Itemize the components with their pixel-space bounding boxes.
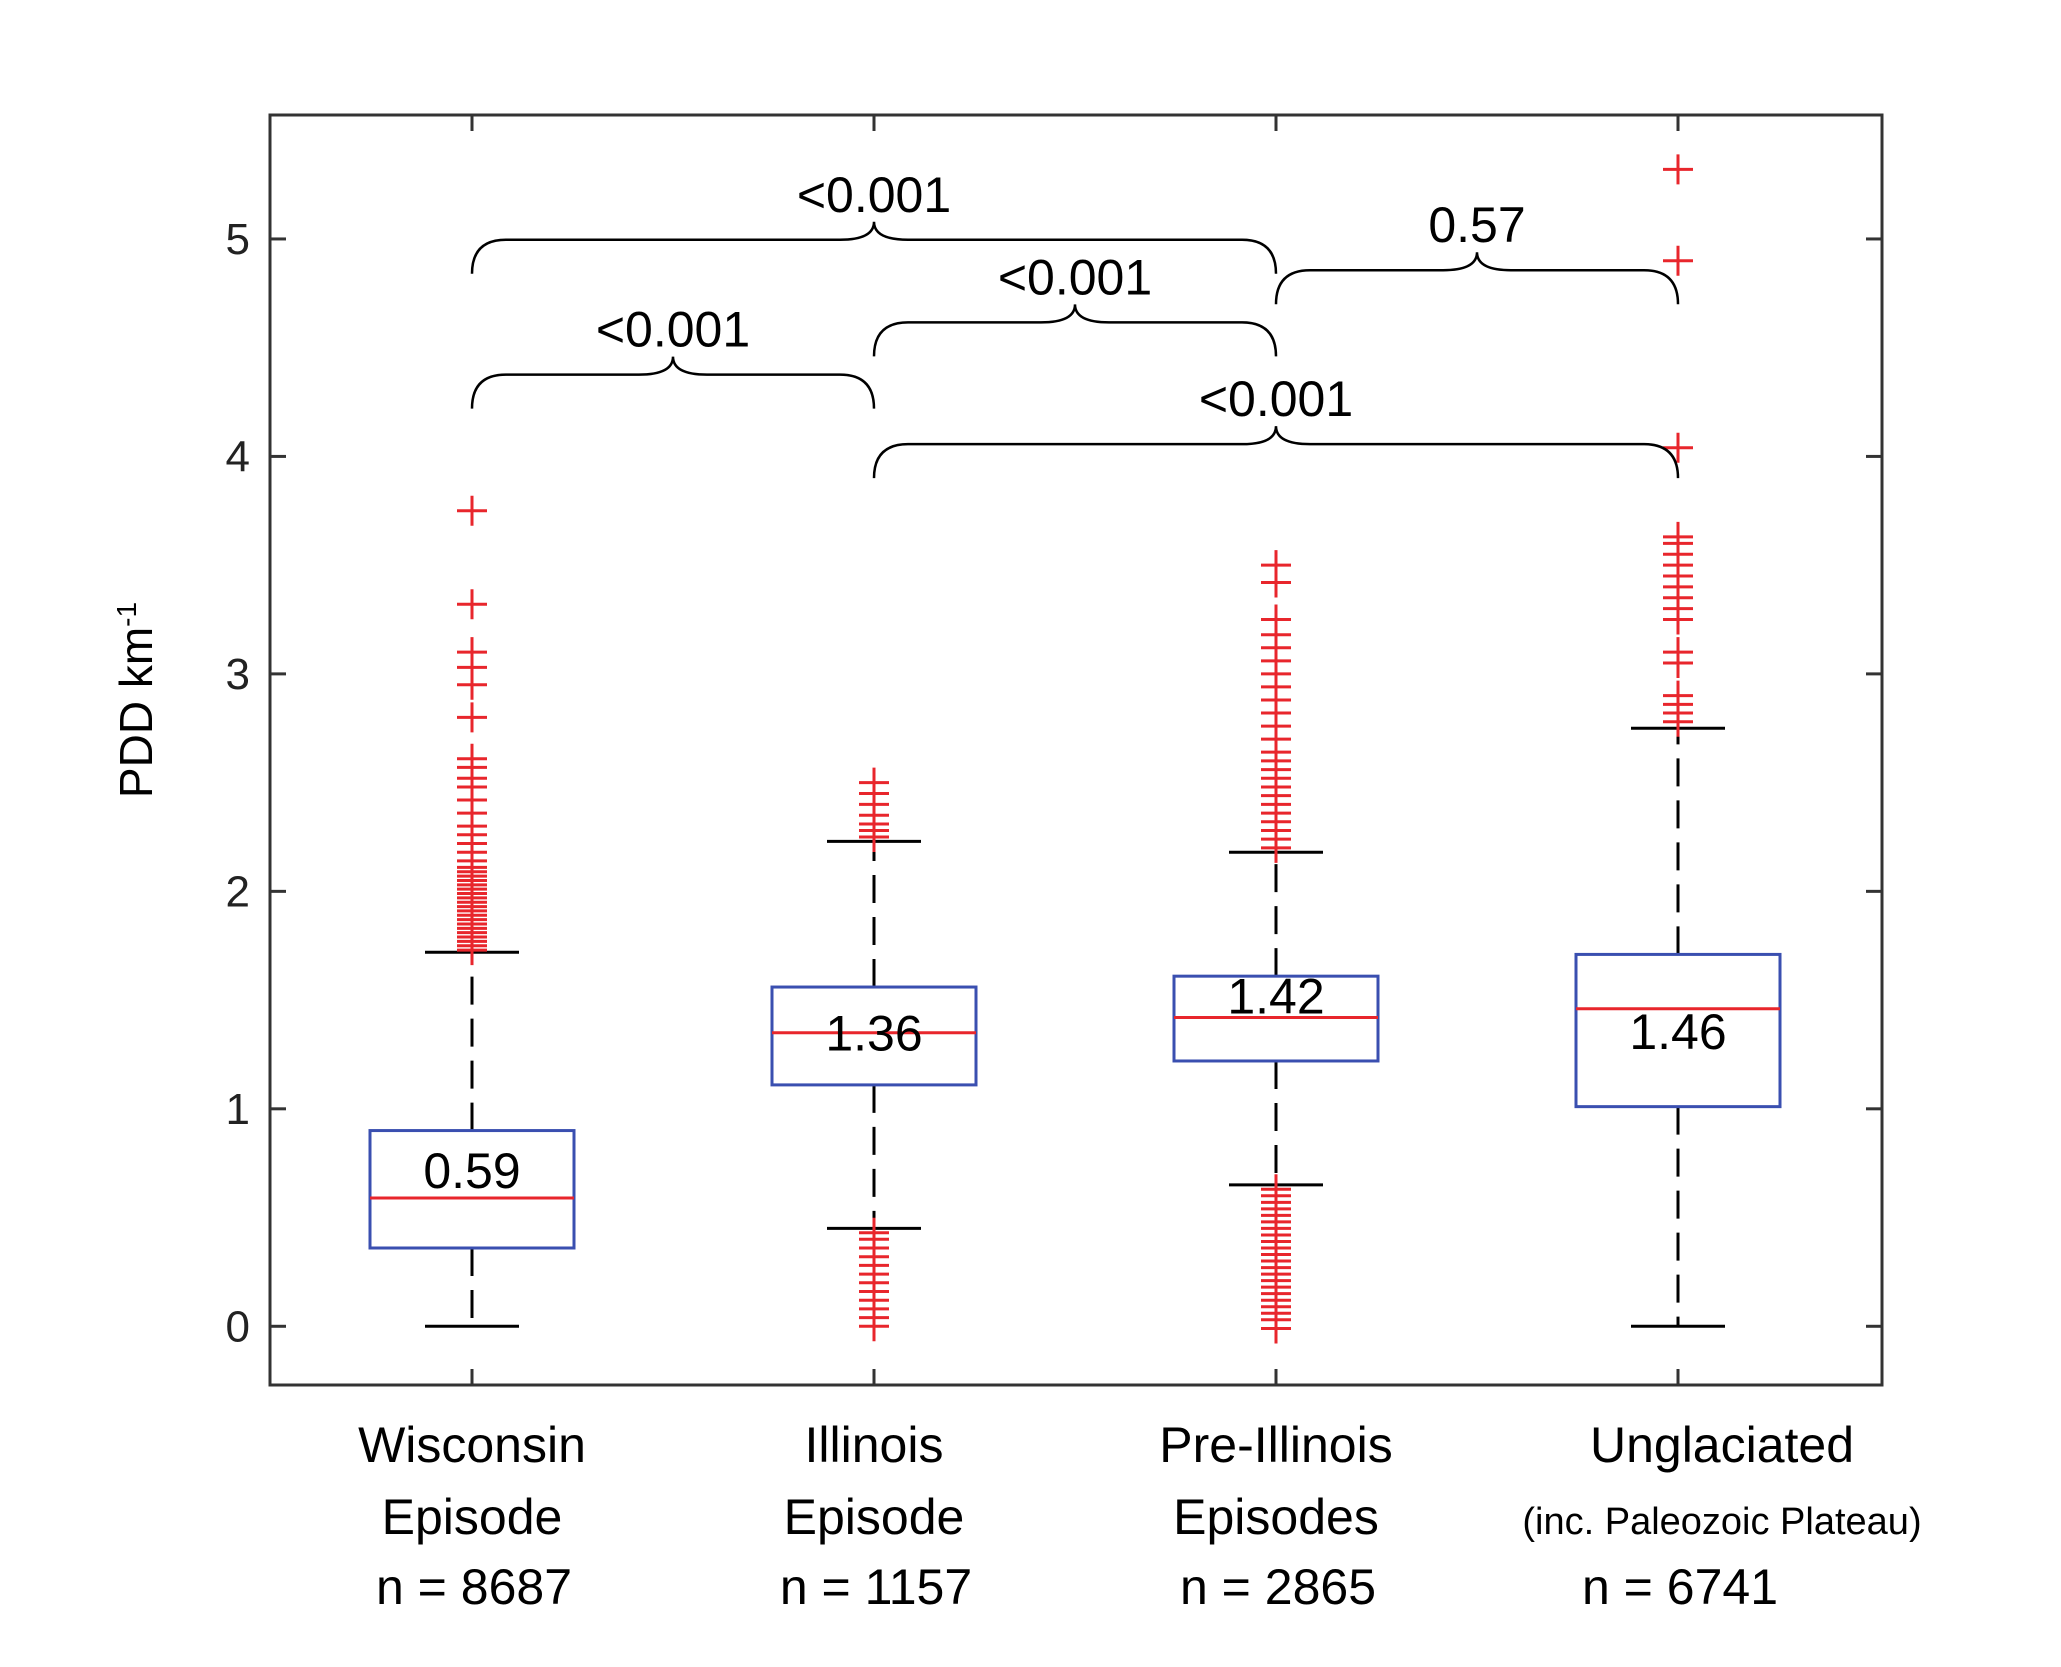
y-tick-label: 3 xyxy=(226,650,250,699)
outlier-point xyxy=(457,743,487,774)
iqr-box xyxy=(368,1129,576,1250)
category-label: Unglaciated xyxy=(1590,1417,1854,1473)
category-label: Episodes xyxy=(1173,1489,1379,1545)
outlier-point xyxy=(457,495,487,526)
sample-size-label: n = 8687 xyxy=(376,1559,572,1615)
comparison-brace xyxy=(470,221,1278,274)
y-tick-label: 1 xyxy=(226,1085,250,1134)
outlier-point xyxy=(1261,550,1291,581)
outlier-point xyxy=(1663,521,1693,552)
box-group: 0.59 Wisconsin Episode n = 8687 xyxy=(358,495,586,1615)
comparison-p-value: <0.001 xyxy=(596,302,750,358)
iqr-box xyxy=(1574,952,1782,1109)
y-tick-label: 0 xyxy=(226,1302,250,1351)
comparison-brace xyxy=(1274,252,1680,305)
outlier-point xyxy=(1663,154,1693,185)
outlier-point xyxy=(1663,680,1693,711)
y-axis-label: PDD km-1 xyxy=(110,602,162,798)
comparison-p-value: <0.001 xyxy=(797,167,951,223)
comparison-p-value: <0.001 xyxy=(998,249,1152,305)
median-value-label: 0.59 xyxy=(423,1143,520,1199)
box-group: 1.42 Pre-Illinois Episodes n = 2865 xyxy=(1159,550,1393,1615)
outlier-point xyxy=(1261,604,1291,635)
outlier-point xyxy=(1663,245,1693,276)
y-tick-label: 4 xyxy=(226,432,250,481)
comparison-brace xyxy=(872,304,1278,357)
median-value-label: 1.46 xyxy=(1629,1004,1726,1060)
category-sublabel: (inc. Paleozoic Plateau) xyxy=(1522,1501,1921,1543)
outlier-point xyxy=(457,589,487,620)
comparison-p-value: 0.57 xyxy=(1428,197,1525,253)
outlier-point xyxy=(457,702,487,733)
sample-size-label: n = 1157 xyxy=(780,1559,972,1615)
comparison-brace xyxy=(470,356,876,409)
box-group: 1.46 Unglaciated (inc. Paleozoic Plateau) n… xyxy=(1522,154,1922,1615)
category-label: Illinois xyxy=(805,1417,944,1473)
axes-frame xyxy=(268,113,1884,1387)
outlier-point xyxy=(1663,432,1693,463)
sample-size-label: n = 6741 xyxy=(1582,1559,1778,1615)
plot-marks: 0.59 Wisconsin Episode n = 8687 1.36 Illinois… xyxy=(358,154,1922,1615)
outlier-point xyxy=(859,767,889,798)
y-tick-label: 5 xyxy=(226,215,250,264)
y-tick-label: 2 xyxy=(226,867,250,916)
axis-ticks: 0 1 2 3 4 5 xyxy=(226,115,1882,1385)
outlier-point xyxy=(1261,1174,1291,1205)
category-label: Episode xyxy=(784,1489,965,1545)
outlier-point xyxy=(457,637,487,668)
median-value-label: 1.42 xyxy=(1227,968,1324,1024)
iqr-box xyxy=(770,985,978,1087)
y-axis-label-superscript: -1 xyxy=(111,602,142,627)
outlier-point xyxy=(859,1217,889,1248)
y-axis-label-text: PDD km xyxy=(110,627,162,798)
box-group: 1.36 Illinois Episode n = 1157 xyxy=(770,767,978,1615)
outlier-point xyxy=(1663,637,1693,668)
sample-size-label: n = 2865 xyxy=(1180,1559,1376,1615)
comparison-p-value: <0.001 xyxy=(1199,371,1353,427)
median-value-label: 1.36 xyxy=(825,1006,922,1062)
category-label: Episode xyxy=(382,1489,563,1545)
comparison-brace xyxy=(872,426,1680,479)
category-label: Pre-Illinois xyxy=(1159,1417,1392,1473)
category-label: Wisconsin xyxy=(358,1417,586,1473)
